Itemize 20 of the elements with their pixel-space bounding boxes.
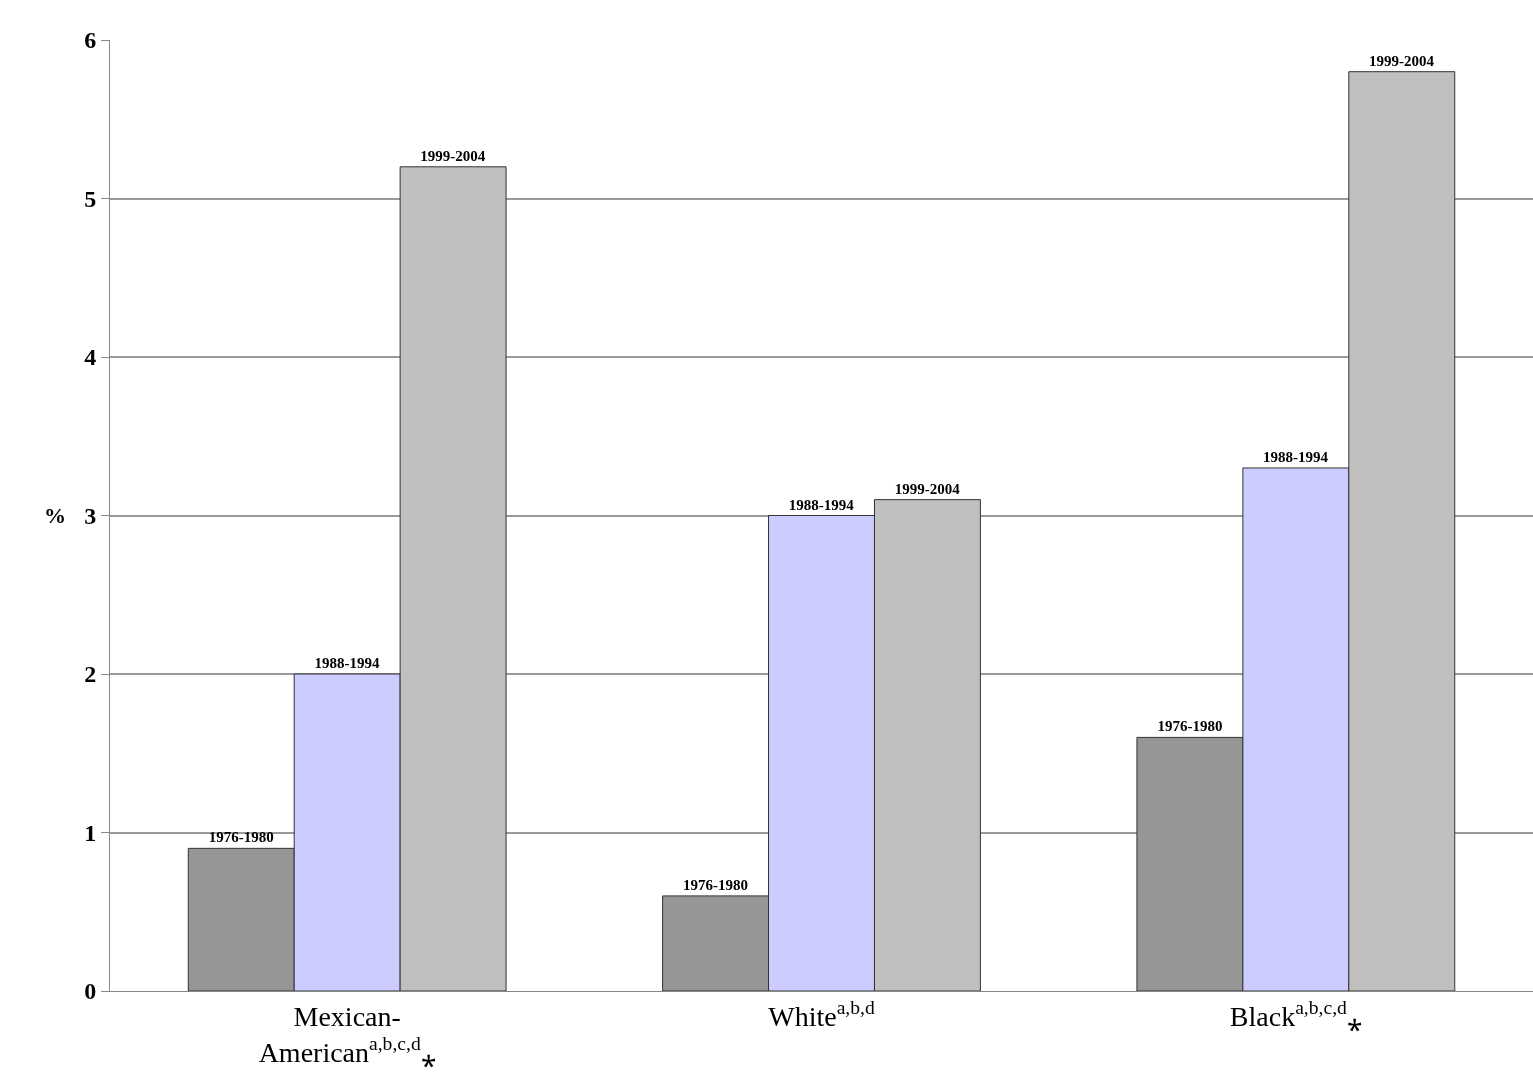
text: 1999-2004	[1369, 52, 1435, 69]
y-tick-label: 0	[84, 978, 97, 1005]
y-tick-label: 6	[84, 27, 97, 54]
text: 1988-1994	[1263, 448, 1329, 465]
y-tick-label: 2	[84, 661, 97, 688]
series-label: 1988-1994	[314, 655, 380, 671]
x-tick-label: Black$^{a,b,c,d}$⁎	[1229, 996, 1362, 1032]
x-tick-label: White$^{a,b,d}$	[768, 996, 875, 1032]
text: 1976-1980	[683, 876, 749, 893]
y-axis-title: %	[44, 503, 66, 528]
y-tick-label: 4	[84, 344, 97, 371]
series-label: 1999-2004	[420, 147, 486, 164]
text: 1999-2004	[894, 480, 960, 497]
y-tick-label: 3	[84, 502, 97, 529]
text: 1976-1980	[1157, 718, 1223, 735]
y-tick-label: 5	[84, 185, 97, 212]
text: 1988-1994	[788, 496, 854, 513]
y-tick-label: 1	[84, 819, 97, 846]
x-tick-label: Mexican- American$^{a,b,c,d}$⁎	[258, 1000, 436, 1068]
series-label: 1976-1980	[208, 829, 274, 846]
